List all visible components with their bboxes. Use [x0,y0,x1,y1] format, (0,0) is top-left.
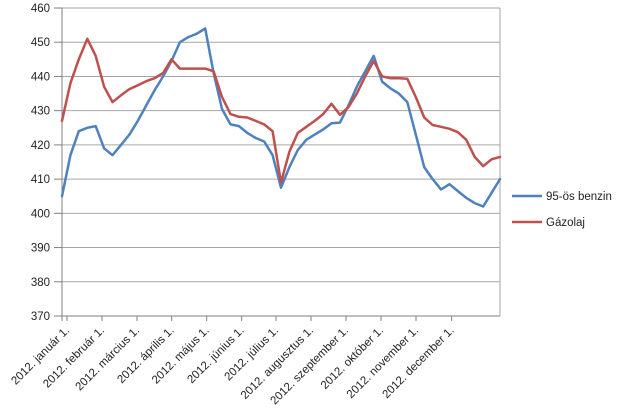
x-axis-label: 2012. február 1. [41,325,107,391]
y-axis-label: 450 [31,37,50,49]
y-axis-label: 410 [31,174,50,186]
y-axis-label: 400 [31,208,50,220]
legend: 95-ös benzin Gázolaj [512,191,612,229]
x-axis-label: 2012. január 1. [9,325,72,388]
y-axis-label: 430 [31,106,50,118]
y-axis-label: 420 [31,140,50,152]
x-axis-label: 2012. október 1. [319,325,386,392]
y-axis-labels: 370 380 390 400 410 420 430 440 450 460 [31,3,50,323]
series-line-benzin [60,27,502,208]
x-axis-label: 2012. március 1. [74,325,143,394]
y-axis-label: 440 [31,71,50,83]
x-axis-label: 2012. december 1. [380,325,456,401]
gridlines [62,7,500,283]
x-axis-labels: 2012. január 1.2012. február 1.2012. már… [9,325,456,408]
legend-label-gazolaj: Gázolaj [546,217,585,229]
legend-label-benzin: 95-ös benzin [546,191,612,203]
y-axis-label: 380 [31,277,50,289]
series-line-gazolaj [60,37,502,184]
y-axis-label: 370 [31,311,50,323]
series-lines [60,27,502,208]
y-axis-label: 460 [31,3,50,15]
axes [54,7,501,321]
y-axis-label: 390 [31,243,50,255]
